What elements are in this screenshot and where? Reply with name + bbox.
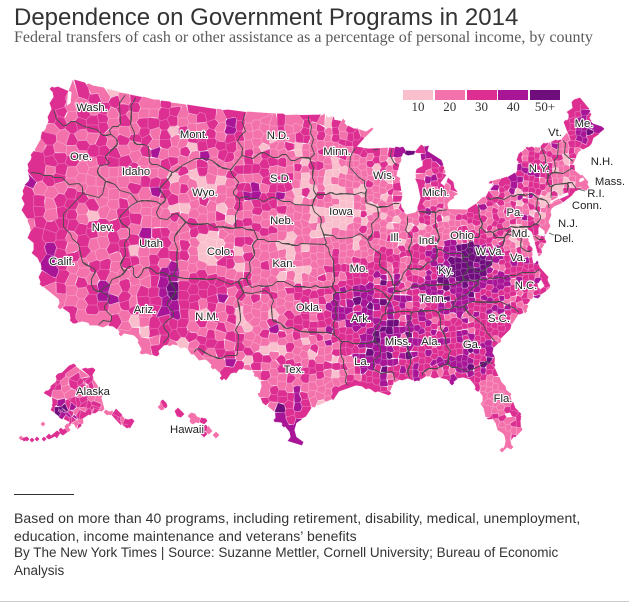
svg-text:Wis.: Wis. [373,170,395,182]
svg-text:Miss.: Miss. [385,336,411,348]
svg-text:N.Y.: N.Y. [529,163,550,175]
svg-text:N.C.: N.C. [515,280,538,292]
svg-text:Ill.: Ill. [390,232,401,244]
svg-text:N.M.: N.M. [195,311,219,323]
svg-text:Ga.: Ga. [463,339,481,351]
svg-text:W.Va.: W.Va. [475,246,504,258]
svg-text:Ore.: Ore. [70,151,92,163]
svg-text:Wyo.: Wyo. [192,187,218,199]
svg-text:Calif.: Calif. [49,256,75,268]
svg-text:Ala.: Ala. [421,336,440,348]
svg-text:Md.: Md. [512,228,531,240]
svg-text:Tex.: Tex. [284,364,305,376]
svg-text:Mont.: Mont. [180,129,208,141]
svg-text:Mich.: Mich. [423,187,450,199]
svg-text:N.D.: N.D. [267,130,290,142]
svg-text:Mo.: Mo. [350,263,369,275]
svg-text:Vt.: Vt. [548,127,562,139]
svg-text:Tenn.: Tenn. [419,293,447,305]
svg-text:Del.: Del. [554,233,574,245]
svg-text:Ark.: Ark. [351,313,371,325]
svg-text:Minn.: Minn. [323,146,351,158]
svg-text:Colo.: Colo. [207,246,233,258]
svg-text:Va.: Va. [510,252,526,264]
svg-text:Wash.: Wash. [76,102,108,114]
svg-text:Fla.: Fla. [494,393,513,405]
svg-text:Ohio: Ohio [450,230,474,242]
svg-text:Mass.: Mass. [595,176,625,188]
svg-text:Alaska: Alaska [76,386,111,398]
svg-text:Okla.: Okla. [296,302,322,314]
svg-text:La.: La. [354,356,370,368]
svg-text:Idaho: Idaho [122,166,150,178]
svg-text:Conn.: Conn. [572,200,602,212]
svg-text:S.D.: S.D. [270,173,292,185]
svg-text:Kan.: Kan. [272,258,295,270]
svg-text:S.C.: S.C. [488,313,510,325]
svg-text:Utah: Utah [139,238,163,250]
svg-text:Iowa: Iowa [329,206,354,218]
svg-text:Pa.: Pa. [507,207,524,219]
svg-text:Ind.: Ind. [419,235,438,247]
svg-text:Ky.: Ky. [438,265,453,277]
svg-text:N.J.: N.J. [558,218,578,230]
svg-text:Hawaii: Hawaii [170,424,204,436]
svg-text:R.I.: R.I. [587,188,605,200]
svg-text:Me.: Me. [575,118,594,130]
svg-text:Ariz.: Ariz. [134,304,157,316]
svg-text:N.H.: N.H. [591,156,614,168]
svg-text:Nev.: Nev. [92,222,114,234]
svg-text:Neb.: Neb. [270,215,294,227]
